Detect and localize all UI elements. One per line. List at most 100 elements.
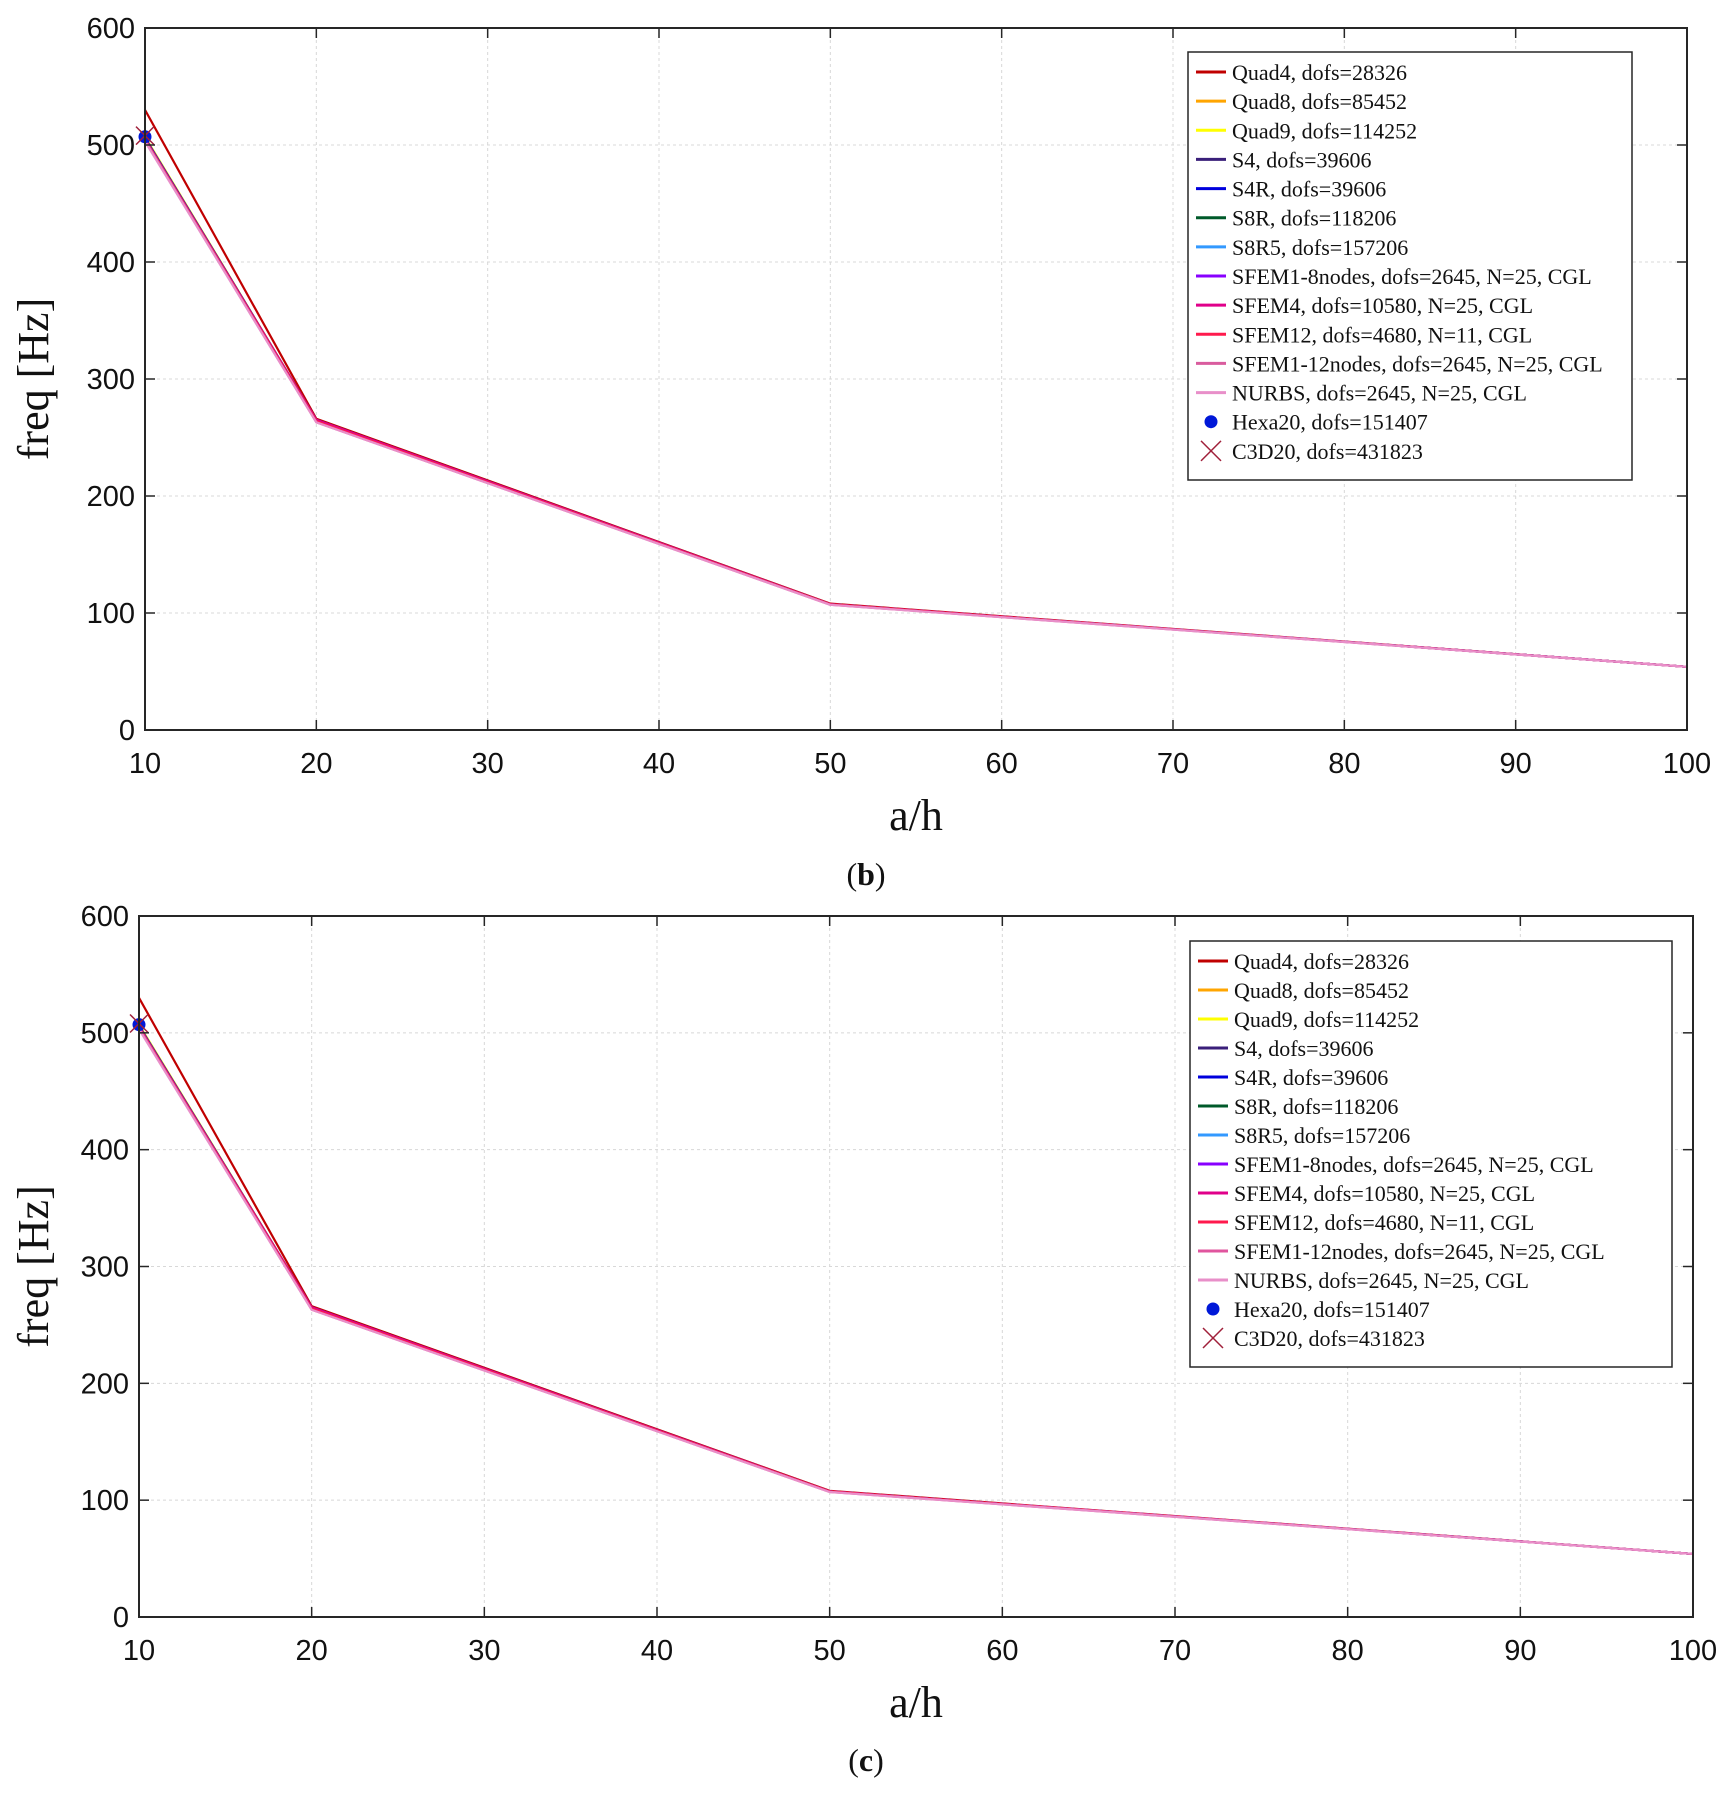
x-tick-label: 40 <box>641 1635 673 1667</box>
series-line-11 <box>144 140 1688 668</box>
legend-label: C3D20, dofs=431823 <box>1234 1326 1425 1351</box>
legend-item: Quad8, dofs=85452 <box>1196 89 1407 114</box>
y-tick-label: 500 <box>81 1018 129 1050</box>
y-tick-label: 200 <box>81 1368 129 1400</box>
y-tick-label: 0 <box>113 1602 129 1634</box>
legend-item: S4R, dofs=39606 <box>1198 1065 1388 1090</box>
x-tick-label: 70 <box>1159 1635 1191 1667</box>
x-tick-label: 20 <box>300 748 332 780</box>
legend-label: Quad8, dofs=85452 <box>1232 89 1407 114</box>
legend-swatch <box>1206 1302 1220 1316</box>
y-tick-label: 500 <box>87 130 135 162</box>
legend-swatch <box>1202 1327 1224 1349</box>
legend-label: Hexa20, dofs=151407 <box>1232 410 1428 435</box>
legend: Quad4, dofs=28326 Quad8, dofs=85452 Quad9,… <box>1189 940 1673 1368</box>
legend-item: SFEM12, dofs=4680, N=11, CGL <box>1196 322 1532 347</box>
legend-item: SFEM4, dofs=10580, N=25, CGL <box>1196 293 1533 318</box>
legend-item: NURBS, dofs=2645, N=25, CGL <box>1198 1268 1529 1293</box>
legend-item: Quad4, dofs=28326 <box>1196 60 1407 85</box>
legend-label: S8R, dofs=118206 <box>1232 206 1396 231</box>
y-tick-label: 0 <box>119 715 135 747</box>
x-tick-label: 10 <box>123 1635 155 1667</box>
x-tick-label: 30 <box>472 748 504 780</box>
legend-box <box>1189 940 1673 1368</box>
legend-label: Quad8, dofs=85452 <box>1234 978 1409 1003</box>
legend-label: SFEM4, dofs=10580, N=25, CGL <box>1232 293 1533 318</box>
legend-label: S8R5, dofs=157206 <box>1234 1123 1410 1148</box>
legend-label: S8R, dofs=118206 <box>1234 1094 1398 1119</box>
legend-item: S4R, dofs=39606 <box>1196 177 1386 202</box>
legend-item: S4, dofs=39606 <box>1196 147 1372 172</box>
legend-item: Quad9, dofs=114252 <box>1196 118 1417 143</box>
panel-caption: (b) <box>846 856 885 892</box>
legend-item: Hexa20, dofs=151407 <box>1204 410 1428 435</box>
legend-item: SFEM12, dofs=4680, N=11, CGL <box>1198 1210 1534 1235</box>
legend-box <box>1187 51 1633 481</box>
y-tick-label: 200 <box>87 481 135 513</box>
legend-label: SFEM1-12nodes, dofs=2645, N=25, CGL <box>1234 1239 1605 1264</box>
y-tick-label: 100 <box>81 1485 129 1517</box>
x-axis-label: a/h <box>889 1678 943 1727</box>
x-tick-label: 60 <box>986 748 1018 780</box>
y-tick-label: 300 <box>81 1252 129 1284</box>
panel-caption: (c) <box>848 1742 884 1778</box>
legend-item: SFEM1-12nodes, dofs=2645, N=25, CGL <box>1196 351 1603 376</box>
legend-label: S4R, dofs=39606 <box>1232 177 1386 202</box>
legend-item: Hexa20, dofs=151407 <box>1206 1297 1430 1322</box>
legend-label: SFEM12, dofs=4680, N=11, CGL <box>1234 1210 1534 1235</box>
y-tick-label: 600 <box>81 901 129 933</box>
x-axis-label: a/h <box>889 791 943 840</box>
legend-label: S4, dofs=39606 <box>1232 147 1372 172</box>
legend-swatch <box>1204 415 1218 429</box>
y-tick-label: 300 <box>87 364 135 396</box>
legend-label: Quad9, dofs=114252 <box>1232 118 1417 143</box>
x-tick-label: 20 <box>296 1635 328 1667</box>
legend-label: Hexa20, dofs=151407 <box>1234 1297 1430 1322</box>
x-tick-label: 80 <box>1328 748 1360 780</box>
legend-label: S8R5, dofs=157206 <box>1232 235 1408 260</box>
legend-item: SFEM4, dofs=10580, N=25, CGL <box>1198 1181 1535 1206</box>
x-tick-label: 90 <box>1500 748 1532 780</box>
x-tick-label: 60 <box>986 1635 1018 1667</box>
legend-item: S8R5, dofs=157206 <box>1196 235 1408 260</box>
legend-label: Quad9, dofs=114252 <box>1234 1007 1419 1032</box>
legend-item: Quad8, dofs=85452 <box>1198 978 1409 1003</box>
x-tick-label: 90 <box>1504 1635 1536 1667</box>
legend-item: S8R, dofs=118206 <box>1196 206 1396 231</box>
legend-item: S4, dofs=39606 <box>1198 1036 1374 1061</box>
legend-item: Quad4, dofs=28326 <box>1198 949 1409 974</box>
legend-item: C3D20, dofs=431823 <box>1202 1326 1425 1351</box>
x-tick-label: 100 <box>1669 1635 1717 1667</box>
legend-label: SFEM1-8nodes, dofs=2645, N=25, CGL <box>1232 264 1592 289</box>
y-axis-label: freq [Hz] <box>9 298 58 460</box>
legend-item: Quad9, dofs=114252 <box>1198 1007 1419 1032</box>
x-tick-label: 10 <box>129 748 161 780</box>
legend-swatch <box>1200 440 1222 462</box>
x-tick-label: 30 <box>468 1635 500 1667</box>
chart-panel-b: 10 20 30 40 50 60 70 80 90 100 0 100 200 300 400 500 600… <box>9 13 1711 892</box>
series-line-11 <box>138 1028 1694 1556</box>
legend-item: NURBS, dofs=2645, N=25, CGL <box>1196 381 1527 406</box>
y-tick-label: 600 <box>87 13 135 45</box>
x-tick-label: 100 <box>1663 748 1711 780</box>
legend-label: NURBS, dofs=2645, N=25, CGL <box>1234 1268 1529 1293</box>
legend-label: Quad4, dofs=28326 <box>1232 60 1407 85</box>
legend-item: SFEM1-8nodes, dofs=2645, N=25, CGL <box>1196 264 1592 289</box>
legend-item: SFEM1-8nodes, dofs=2645, N=25, CGL <box>1198 1152 1594 1177</box>
legend-item: S8R5, dofs=157206 <box>1198 1123 1410 1148</box>
y-tick-label: 400 <box>87 247 135 279</box>
y-axis-label: freq [Hz] <box>9 1185 58 1347</box>
legend-item: C3D20, dofs=431823 <box>1200 439 1423 464</box>
x-tick-label: 50 <box>814 1635 846 1667</box>
legend-item: S8R, dofs=118206 <box>1198 1094 1398 1119</box>
legend-label: S4, dofs=39606 <box>1234 1036 1374 1061</box>
y-tick-label: 100 <box>87 598 135 630</box>
x-tick-label: 70 <box>1157 748 1189 780</box>
x-tick-label: 80 <box>1332 1635 1364 1667</box>
x-tick-label: 50 <box>814 748 846 780</box>
legend-item: SFEM1-12nodes, dofs=2645, N=25, CGL <box>1198 1239 1605 1264</box>
legend: Quad4, dofs=28326 Quad8, dofs=85452 Quad9,… <box>1187 51 1633 481</box>
legend-label: SFEM1-12nodes, dofs=2645, N=25, CGL <box>1232 351 1603 376</box>
x-tick-label: 40 <box>643 748 675 780</box>
